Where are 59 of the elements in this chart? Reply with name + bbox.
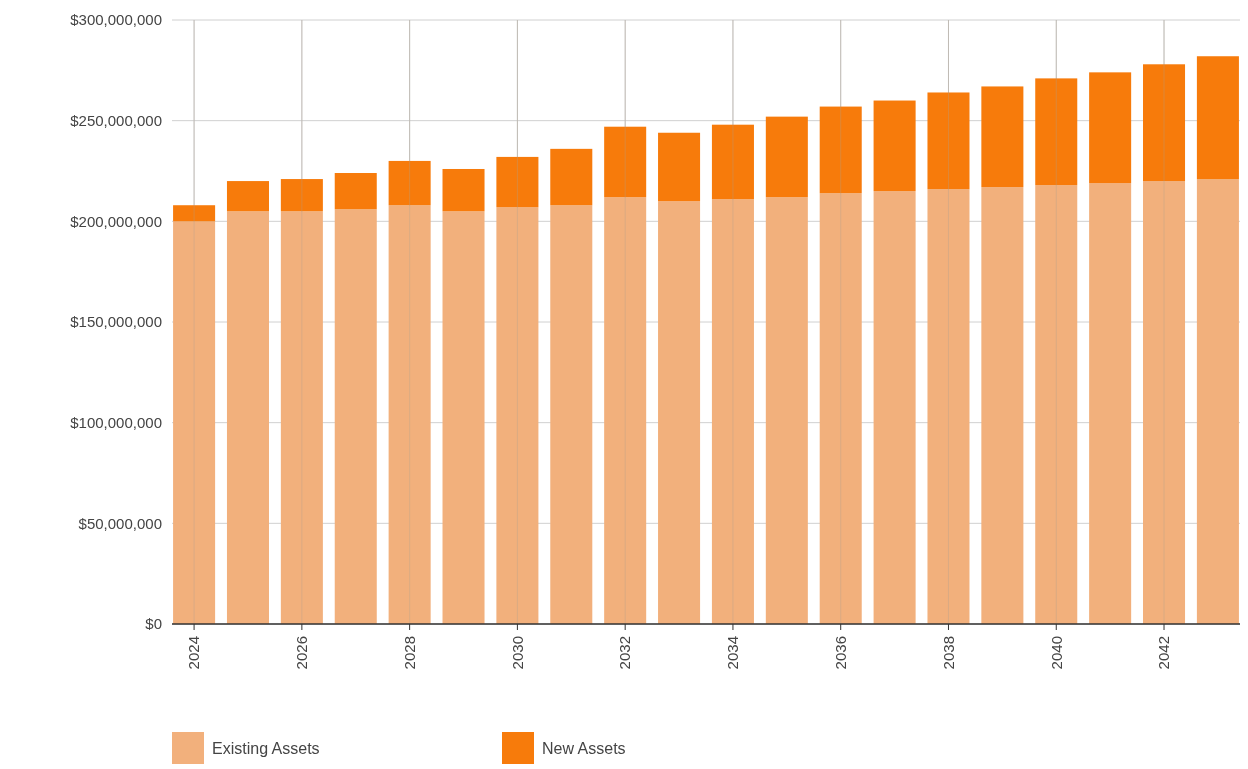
bar bbox=[1196, 56, 1239, 180]
bar bbox=[1143, 64, 1186, 182]
bar bbox=[1143, 181, 1186, 624]
bar bbox=[981, 187, 1024, 624]
bar bbox=[927, 189, 970, 624]
bar bbox=[280, 211, 323, 624]
bar bbox=[981, 86, 1024, 188]
bar bbox=[604, 197, 647, 624]
x-tick-label: 2034 bbox=[724, 636, 742, 670]
bar bbox=[1196, 179, 1239, 624]
bar bbox=[388, 205, 431, 624]
bar bbox=[496, 207, 539, 624]
bar bbox=[226, 211, 269, 624]
x-tick-label: 2040 bbox=[1047, 636, 1065, 670]
bar bbox=[819, 106, 862, 194]
bar bbox=[765, 197, 808, 624]
bar bbox=[1089, 72, 1132, 184]
bar bbox=[765, 116, 808, 198]
bar bbox=[1089, 183, 1132, 624]
y-tick-label: $150,000,000 bbox=[70, 313, 162, 331]
x-tick-label: 2038 bbox=[939, 636, 957, 670]
y-tick-label: $100,000,000 bbox=[70, 413, 162, 431]
bar bbox=[550, 148, 593, 206]
legend-label: Existing Assets bbox=[212, 739, 320, 757]
x-tick-label: 2042 bbox=[1155, 636, 1173, 670]
bar bbox=[658, 201, 701, 624]
bar bbox=[604, 126, 647, 198]
y-tick-label: $0 bbox=[145, 615, 162, 633]
bar bbox=[550, 205, 593, 624]
bar bbox=[711, 199, 754, 624]
bar bbox=[388, 160, 431, 206]
x-tick-label: 2028 bbox=[400, 636, 418, 670]
bar bbox=[280, 179, 323, 212]
bar bbox=[496, 156, 539, 208]
bar bbox=[173, 221, 216, 624]
bar bbox=[1035, 185, 1078, 624]
y-tick-label: $300,000,000 bbox=[70, 11, 162, 29]
y-tick-label: $200,000,000 bbox=[70, 212, 162, 230]
bar bbox=[927, 92, 970, 190]
y-tick-label: $250,000,000 bbox=[70, 111, 162, 129]
x-tick-label: 2032 bbox=[616, 636, 634, 670]
x-tick-label: 2024 bbox=[185, 636, 203, 670]
bar bbox=[334, 173, 377, 210]
bar bbox=[873, 191, 916, 624]
bar bbox=[711, 124, 754, 200]
bar bbox=[873, 100, 916, 192]
bar bbox=[334, 209, 377, 624]
bar bbox=[442, 168, 485, 212]
legend-label: New Assets bbox=[542, 739, 626, 757]
bar bbox=[1035, 78, 1078, 186]
bar bbox=[173, 205, 216, 222]
bar bbox=[819, 193, 862, 624]
x-tick-label: 2036 bbox=[831, 636, 849, 670]
bar bbox=[658, 132, 701, 202]
y-tick-label: $50,000,000 bbox=[78, 514, 162, 532]
bar bbox=[226, 181, 269, 212]
x-tick-label: 2030 bbox=[508, 636, 526, 670]
x-tick-label: 2026 bbox=[293, 636, 311, 670]
bar bbox=[442, 211, 485, 624]
